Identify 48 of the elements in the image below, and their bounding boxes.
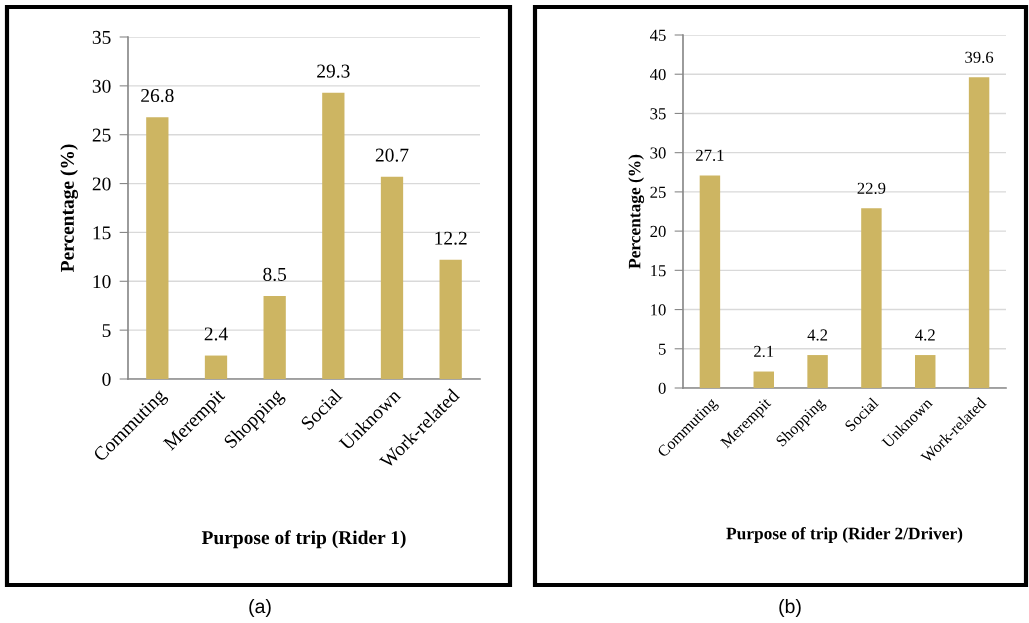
bar	[861, 208, 882, 388]
y-tick-label: 35	[650, 108, 666, 120]
y-tick-label: 15	[651, 265, 666, 277]
y-axis-title: Percentage (%)	[628, 154, 645, 269]
data-label: 39.6	[965, 51, 994, 63]
data-label: 2.1	[754, 345, 774, 358]
y-tick-label: 20	[92, 177, 111, 191]
y-tick-label: 35	[92, 30, 111, 44]
bar	[146, 117, 169, 379]
bar	[322, 92, 345, 379]
bar	[807, 355, 828, 388]
data-label: 20.7	[375, 148, 409, 162]
y-axis-title: Percentage (%)	[60, 144, 78, 273]
y-tick-label: 5	[658, 343, 666, 355]
x-axis-title: Purpose of trip (Rider 2/Driver)	[726, 526, 963, 543]
y-tick-label: 25	[650, 186, 666, 198]
bar	[263, 295, 286, 379]
bar	[380, 176, 404, 379]
bar	[439, 259, 462, 379]
y-tick-label: 45	[649, 29, 666, 41]
text: (b)	[779, 598, 801, 618]
y-tick-label: 10	[651, 304, 666, 316]
data-label: 12.2	[435, 231, 467, 245]
data-label: 29.3	[317, 64, 350, 78]
y-tick-label: 10	[93, 275, 111, 289]
y-tick-label: 25	[92, 128, 111, 142]
y-tick-label: 20	[650, 225, 666, 238]
y-tick-label: 15	[93, 226, 111, 240]
y-tick-label: 40	[649, 68, 666, 81]
bar	[204, 355, 228, 379]
data-label: 4.2	[915, 329, 935, 341]
y-tick-label: 30	[92, 79, 111, 93]
data-label: 2.4	[204, 327, 228, 341]
bar	[699, 175, 721, 388]
y-tick-label: 5	[102, 324, 111, 338]
bar	[968, 77, 990, 388]
data-label: 8.5	[263, 267, 287, 281]
data-label: 27.1	[696, 149, 724, 161]
data-label: 22.9	[857, 182, 886, 194]
y-tick-label: 0	[102, 372, 111, 386]
bar	[753, 371, 774, 388]
y-tick-label: 0	[658, 382, 666, 394]
data-label: 26.8	[141, 88, 174, 103]
data-label: 4.2	[807, 329, 828, 341]
bar	[915, 355, 936, 388]
x-axis-title: Purpose of trip (Rider 1)	[201, 530, 406, 549]
text: (a)	[249, 598, 271, 618]
y-tick-label: 30	[650, 147, 666, 159]
